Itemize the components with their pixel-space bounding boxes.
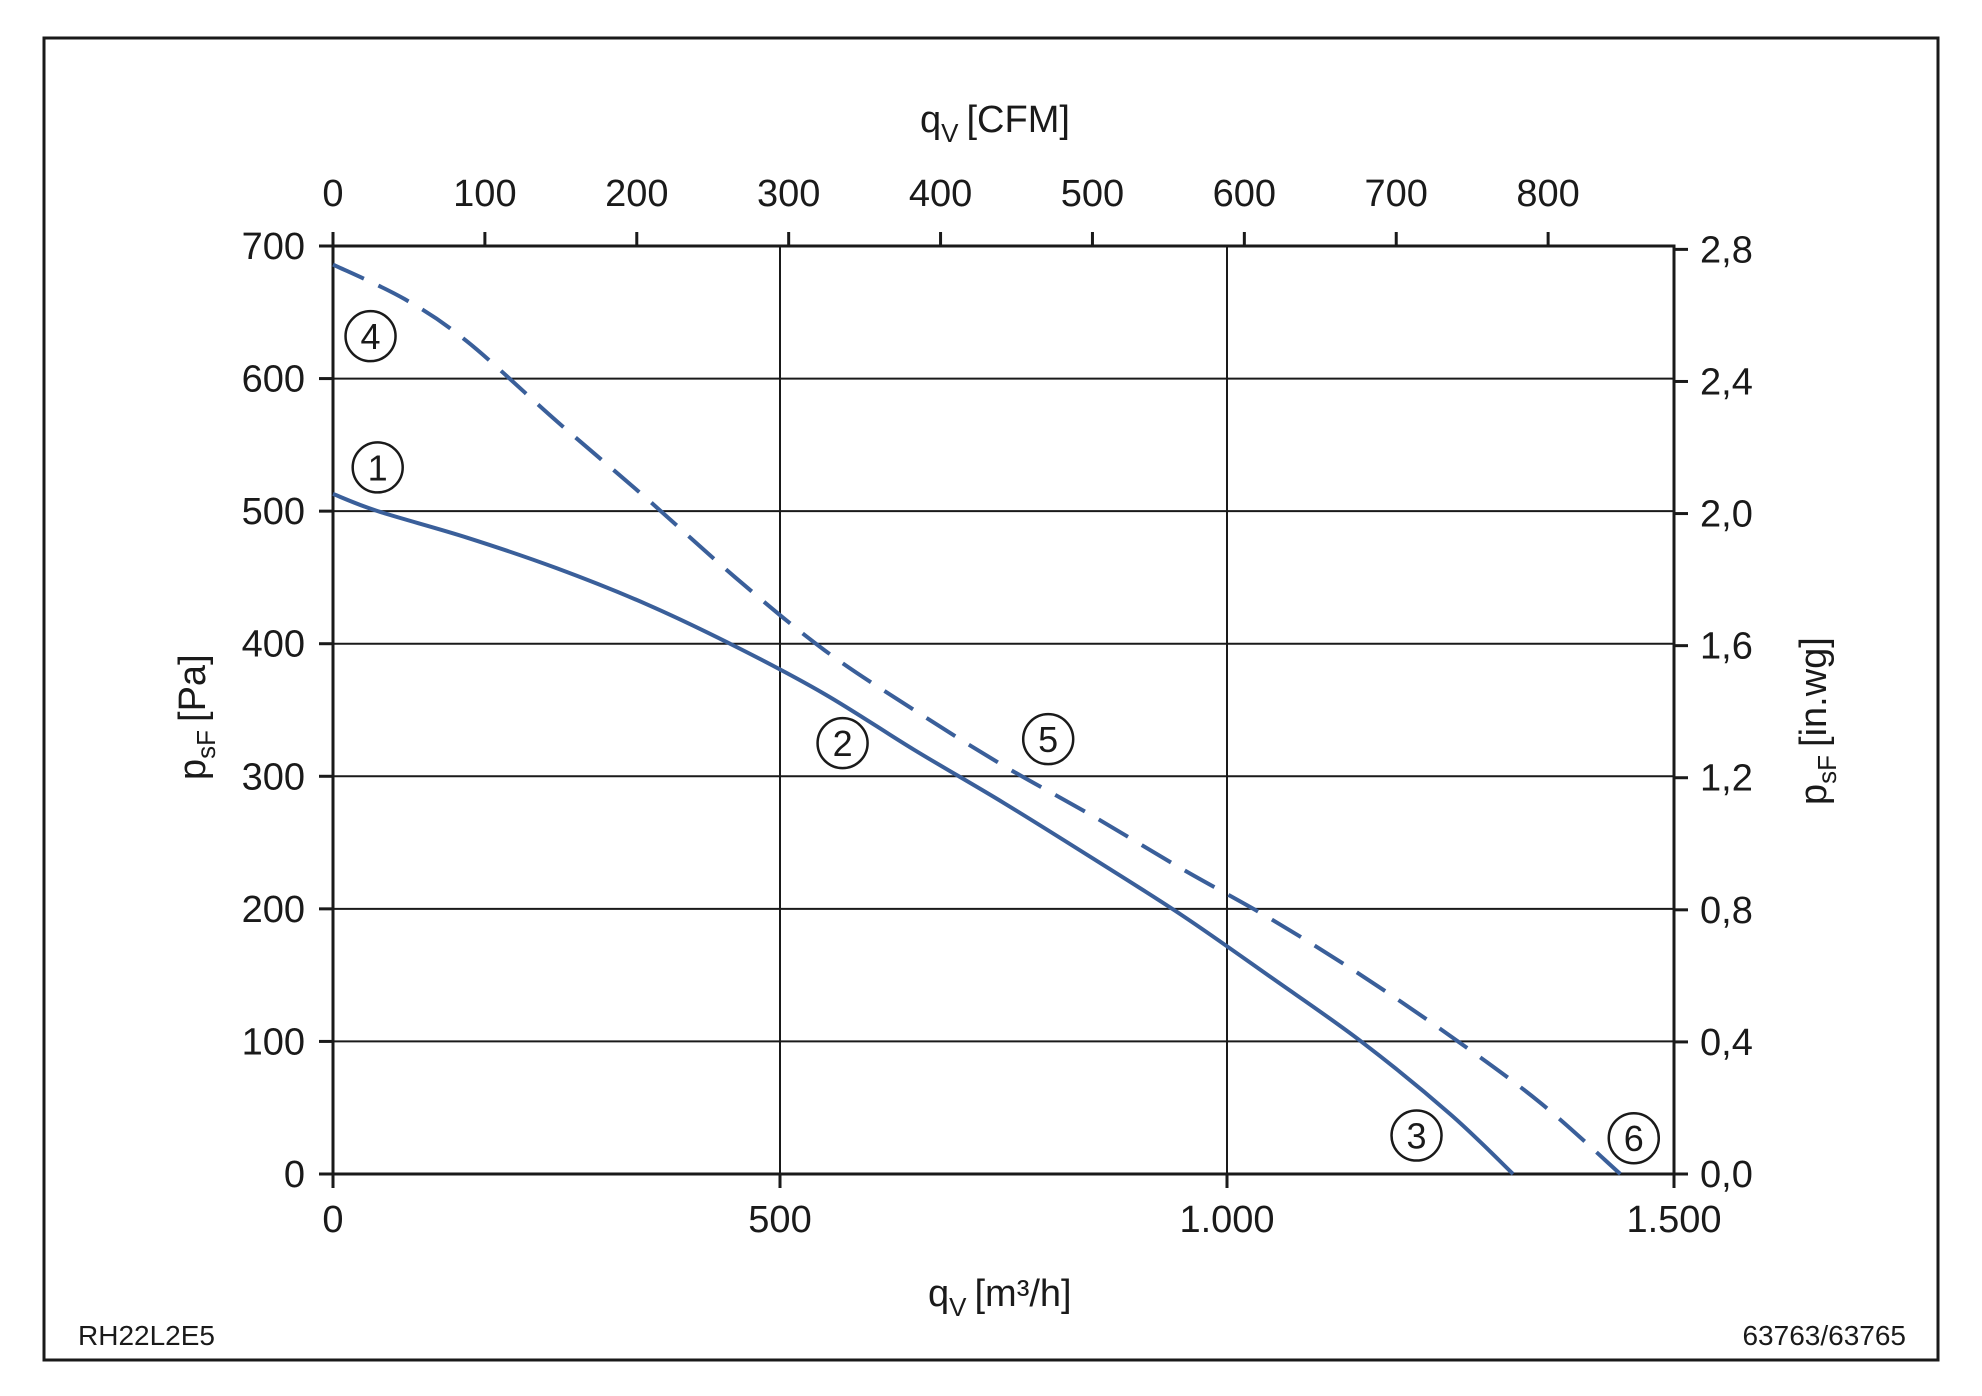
series-dashed-curve bbox=[332, 262, 1622, 1176]
y-axis-label-sub: sF bbox=[191, 730, 221, 759]
x-tick-label: 1.000 bbox=[1179, 1199, 1274, 1241]
axis-ticks: 0 100 200 300 400 500 600 700 0 500 1.000 1.500 0 100… bbox=[242, 173, 1753, 1241]
y2-tick-label: 2,4 bbox=[1700, 361, 1753, 403]
x2-tick-label: 300 bbox=[757, 173, 820, 215]
marker-label: 5 bbox=[1038, 719, 1058, 760]
y-tick-label: 0 bbox=[284, 1154, 305, 1196]
y-tick-label: 200 bbox=[242, 889, 305, 931]
marker-label: 3 bbox=[1407, 1116, 1427, 1157]
curve-markers: 1 2 3 4 5 6 bbox=[344, 309, 1661, 1165]
series-layer bbox=[332, 262, 1622, 1176]
marker-circle bbox=[816, 716, 869, 770]
marker-circle bbox=[344, 309, 397, 363]
series-solid-curve bbox=[332, 492, 1515, 1176]
footer-code: 63763/63765 bbox=[1742, 1320, 1906, 1351]
y2-axis-label-sub: sF bbox=[1812, 755, 1842, 784]
y-axis-label: psF [Pa] bbox=[172, 654, 221, 780]
x-tick-label: 0 bbox=[322, 1199, 343, 1241]
x2-tick-label: 200 bbox=[605, 173, 668, 215]
marker-circle bbox=[1390, 1109, 1443, 1162]
x-axis-label-unit: [m³/h] bbox=[974, 1273, 1071, 1315]
y2-axis-label: psF [in.wg] bbox=[1793, 637, 1842, 805]
y2-tick-label: 2,8 bbox=[1700, 229, 1753, 271]
x2-axis-label-main: q bbox=[920, 99, 941, 141]
marker-circle bbox=[1607, 1111, 1661, 1165]
y2-tick-label: 1,2 bbox=[1700, 758, 1753, 800]
x2-tick-label: 800 bbox=[1516, 173, 1579, 215]
marker-label: 4 bbox=[361, 316, 381, 357]
y2-axis-label-unit: [in.wg] bbox=[1793, 637, 1835, 747]
y-axis-label-unit: [Pa] bbox=[172, 654, 214, 722]
x2-tick-label: 0 bbox=[322, 173, 343, 215]
x2-axis-label-unit: [CFM] bbox=[966, 99, 1069, 141]
marker-label: 6 bbox=[1624, 1118, 1644, 1159]
x2-tick-label: 700 bbox=[1365, 173, 1428, 215]
y2-tick-label: 0,4 bbox=[1700, 1022, 1753, 1064]
y-axis-label-main: p bbox=[172, 759, 214, 780]
x-tick-label: 1.500 bbox=[1626, 1199, 1721, 1241]
marker-circle bbox=[1021, 712, 1075, 766]
x-tick-label: 500 bbox=[748, 1199, 811, 1241]
y2-axis-label-main: p bbox=[1793, 784, 1835, 805]
curve-marker-4: 4 bbox=[344, 309, 397, 363]
x2-tick-label: 100 bbox=[453, 173, 516, 215]
x2-tick-label: 500 bbox=[1061, 173, 1124, 215]
grid-lines bbox=[332, 245, 1675, 1175]
x2-axis-label-sub: V bbox=[941, 118, 959, 148]
x-axis-label: qV [m³/h] bbox=[928, 1273, 1072, 1322]
y-tick-label: 700 bbox=[242, 226, 305, 268]
marker-circle bbox=[351, 441, 404, 494]
y2-tick-label: 0,0 bbox=[1700, 1154, 1753, 1196]
curve-marker-3: 3 bbox=[1390, 1109, 1443, 1162]
x-axis-label-sub: V bbox=[949, 1292, 967, 1322]
y-tick-label: 400 bbox=[242, 624, 305, 666]
outer-border bbox=[42, 36, 1940, 1362]
plot-area bbox=[331, 244, 1676, 1176]
y-tick-label: 100 bbox=[242, 1021, 305, 1063]
x2-tick-label: 600 bbox=[1213, 173, 1276, 215]
x2-tick-label: 400 bbox=[909, 173, 972, 215]
y-tick-label: 500 bbox=[242, 491, 305, 533]
marker-label: 2 bbox=[833, 723, 853, 764]
y-tick-label: 300 bbox=[242, 756, 305, 798]
curve-marker-1: 1 bbox=[351, 441, 404, 494]
curve-marker-6: 6 bbox=[1607, 1111, 1661, 1165]
footer-model: RH22L2E5 bbox=[78, 1320, 215, 1351]
y2-tick-label: 0,8 bbox=[1700, 890, 1753, 932]
marker-label: 1 bbox=[368, 447, 388, 488]
x2-axis-label: qV [CFM] bbox=[920, 99, 1070, 148]
curve-marker-5: 5 bbox=[1021, 712, 1075, 766]
x-axis-label-main: q bbox=[928, 1273, 949, 1315]
y2-tick-label: 1,6 bbox=[1700, 626, 1753, 668]
y2-tick-label: 2,0 bbox=[1700, 494, 1753, 536]
y-tick-label: 600 bbox=[242, 359, 305, 401]
curve-marker-2: 2 bbox=[816, 716, 869, 770]
